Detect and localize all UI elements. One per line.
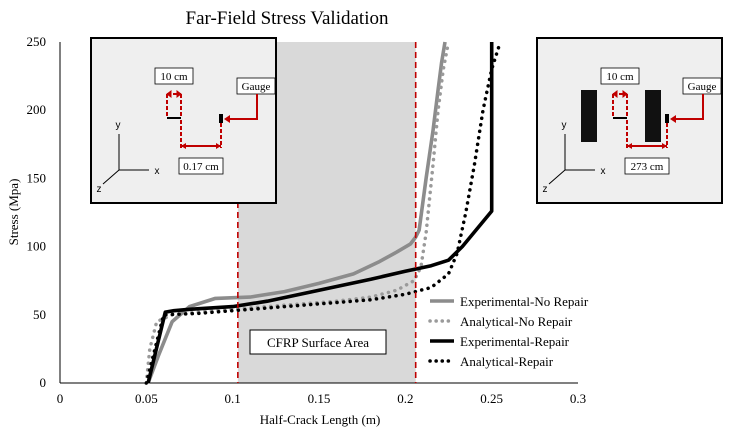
y-axis-label: Stress (Mpa) (6, 179, 21, 246)
y-tick-label: 250 (27, 34, 47, 49)
spacing-label-box (154, 67, 194, 85)
axis-z-label: z (543, 184, 548, 195)
cfrp-label-box (249, 329, 387, 355)
gauge-marker (665, 114, 669, 123)
coordinate-axes (102, 134, 149, 185)
chart-title: Far-Field Stress Validation (186, 8, 389, 29)
distance-label: 0.17 cm (183, 161, 219, 173)
y-tick-label: 200 (27, 102, 47, 117)
x-axis-label: Half-Crack Length (m) (260, 412, 381, 427)
y-tick-label: 0 (40, 375, 47, 390)
gauge-label: Gauge (242, 81, 271, 93)
coordinate-axes (548, 134, 595, 185)
y-tick-label: 150 (27, 170, 47, 185)
axis-x-label: x (155, 166, 160, 177)
no-repair-inset: 10 cm Gauge 0.17 cm y x z (90, 37, 277, 204)
cfrp-plate-left (581, 90, 597, 142)
distance-extension-lines (626, 120, 668, 148)
series-line-2 (146, 42, 494, 384)
spacing-label-box (600, 67, 640, 85)
spacing-label: 10 cm (606, 71, 634, 83)
distance-extension-lines (180, 120, 222, 148)
cfrp-label: CFRP Surface Area (267, 335, 369, 350)
inset-frame (90, 37, 277, 204)
distance-arrowheads (627, 143, 667, 149)
x-tick-label: 0.2 (397, 391, 413, 406)
series-line-0 (146, 41, 447, 384)
legend-label-1: Analytical-No Repair (460, 314, 573, 329)
gauge-marker (219, 114, 223, 123)
distance-label-box (624, 157, 670, 175)
spacing-label: 10 cm (160, 71, 188, 83)
distance-label-box (178, 157, 224, 175)
gauge-arrowhead (670, 115, 676, 123)
x-tick-label: 0.1 (225, 391, 241, 406)
gauge-arrowhead (224, 115, 230, 123)
legend-label-0: Experimental-No Repair (460, 294, 589, 309)
gauge-leader (227, 94, 258, 120)
repair-inset: 10 cm Gauge 273 cm y x z (536, 37, 723, 204)
axis-x-label: x (601, 166, 606, 177)
x-tick-label: 0.25 (480, 391, 503, 406)
spacing-arrowheads (612, 90, 628, 98)
axis-y-label: y (116, 120, 121, 131)
cfrp-plate-right (645, 90, 661, 142)
series-line-3 (144, 40, 503, 385)
gauge-label: Gauge (688, 81, 717, 93)
axis-y-label: y (562, 120, 567, 131)
x-tick-label: 0.05 (135, 391, 158, 406)
gauge-leader (673, 94, 704, 120)
axis-z-label: z (97, 184, 102, 195)
y-tick-label: 100 (27, 239, 47, 254)
distance-label: 273 cm (631, 161, 664, 173)
spacing-arrowheads (166, 90, 182, 98)
legend-label-2: Experimental-Repair (460, 334, 570, 349)
x-tick-label: 0.15 (308, 391, 331, 406)
distance-arrowheads (181, 143, 221, 149)
x-tick-label: 0.3 (570, 391, 586, 406)
y-tick-label: 50 (33, 307, 46, 322)
x-tick-label: 0 (57, 391, 64, 406)
inset-frame (536, 37, 723, 204)
legend-label-3: Analytical-Repair (460, 354, 554, 369)
